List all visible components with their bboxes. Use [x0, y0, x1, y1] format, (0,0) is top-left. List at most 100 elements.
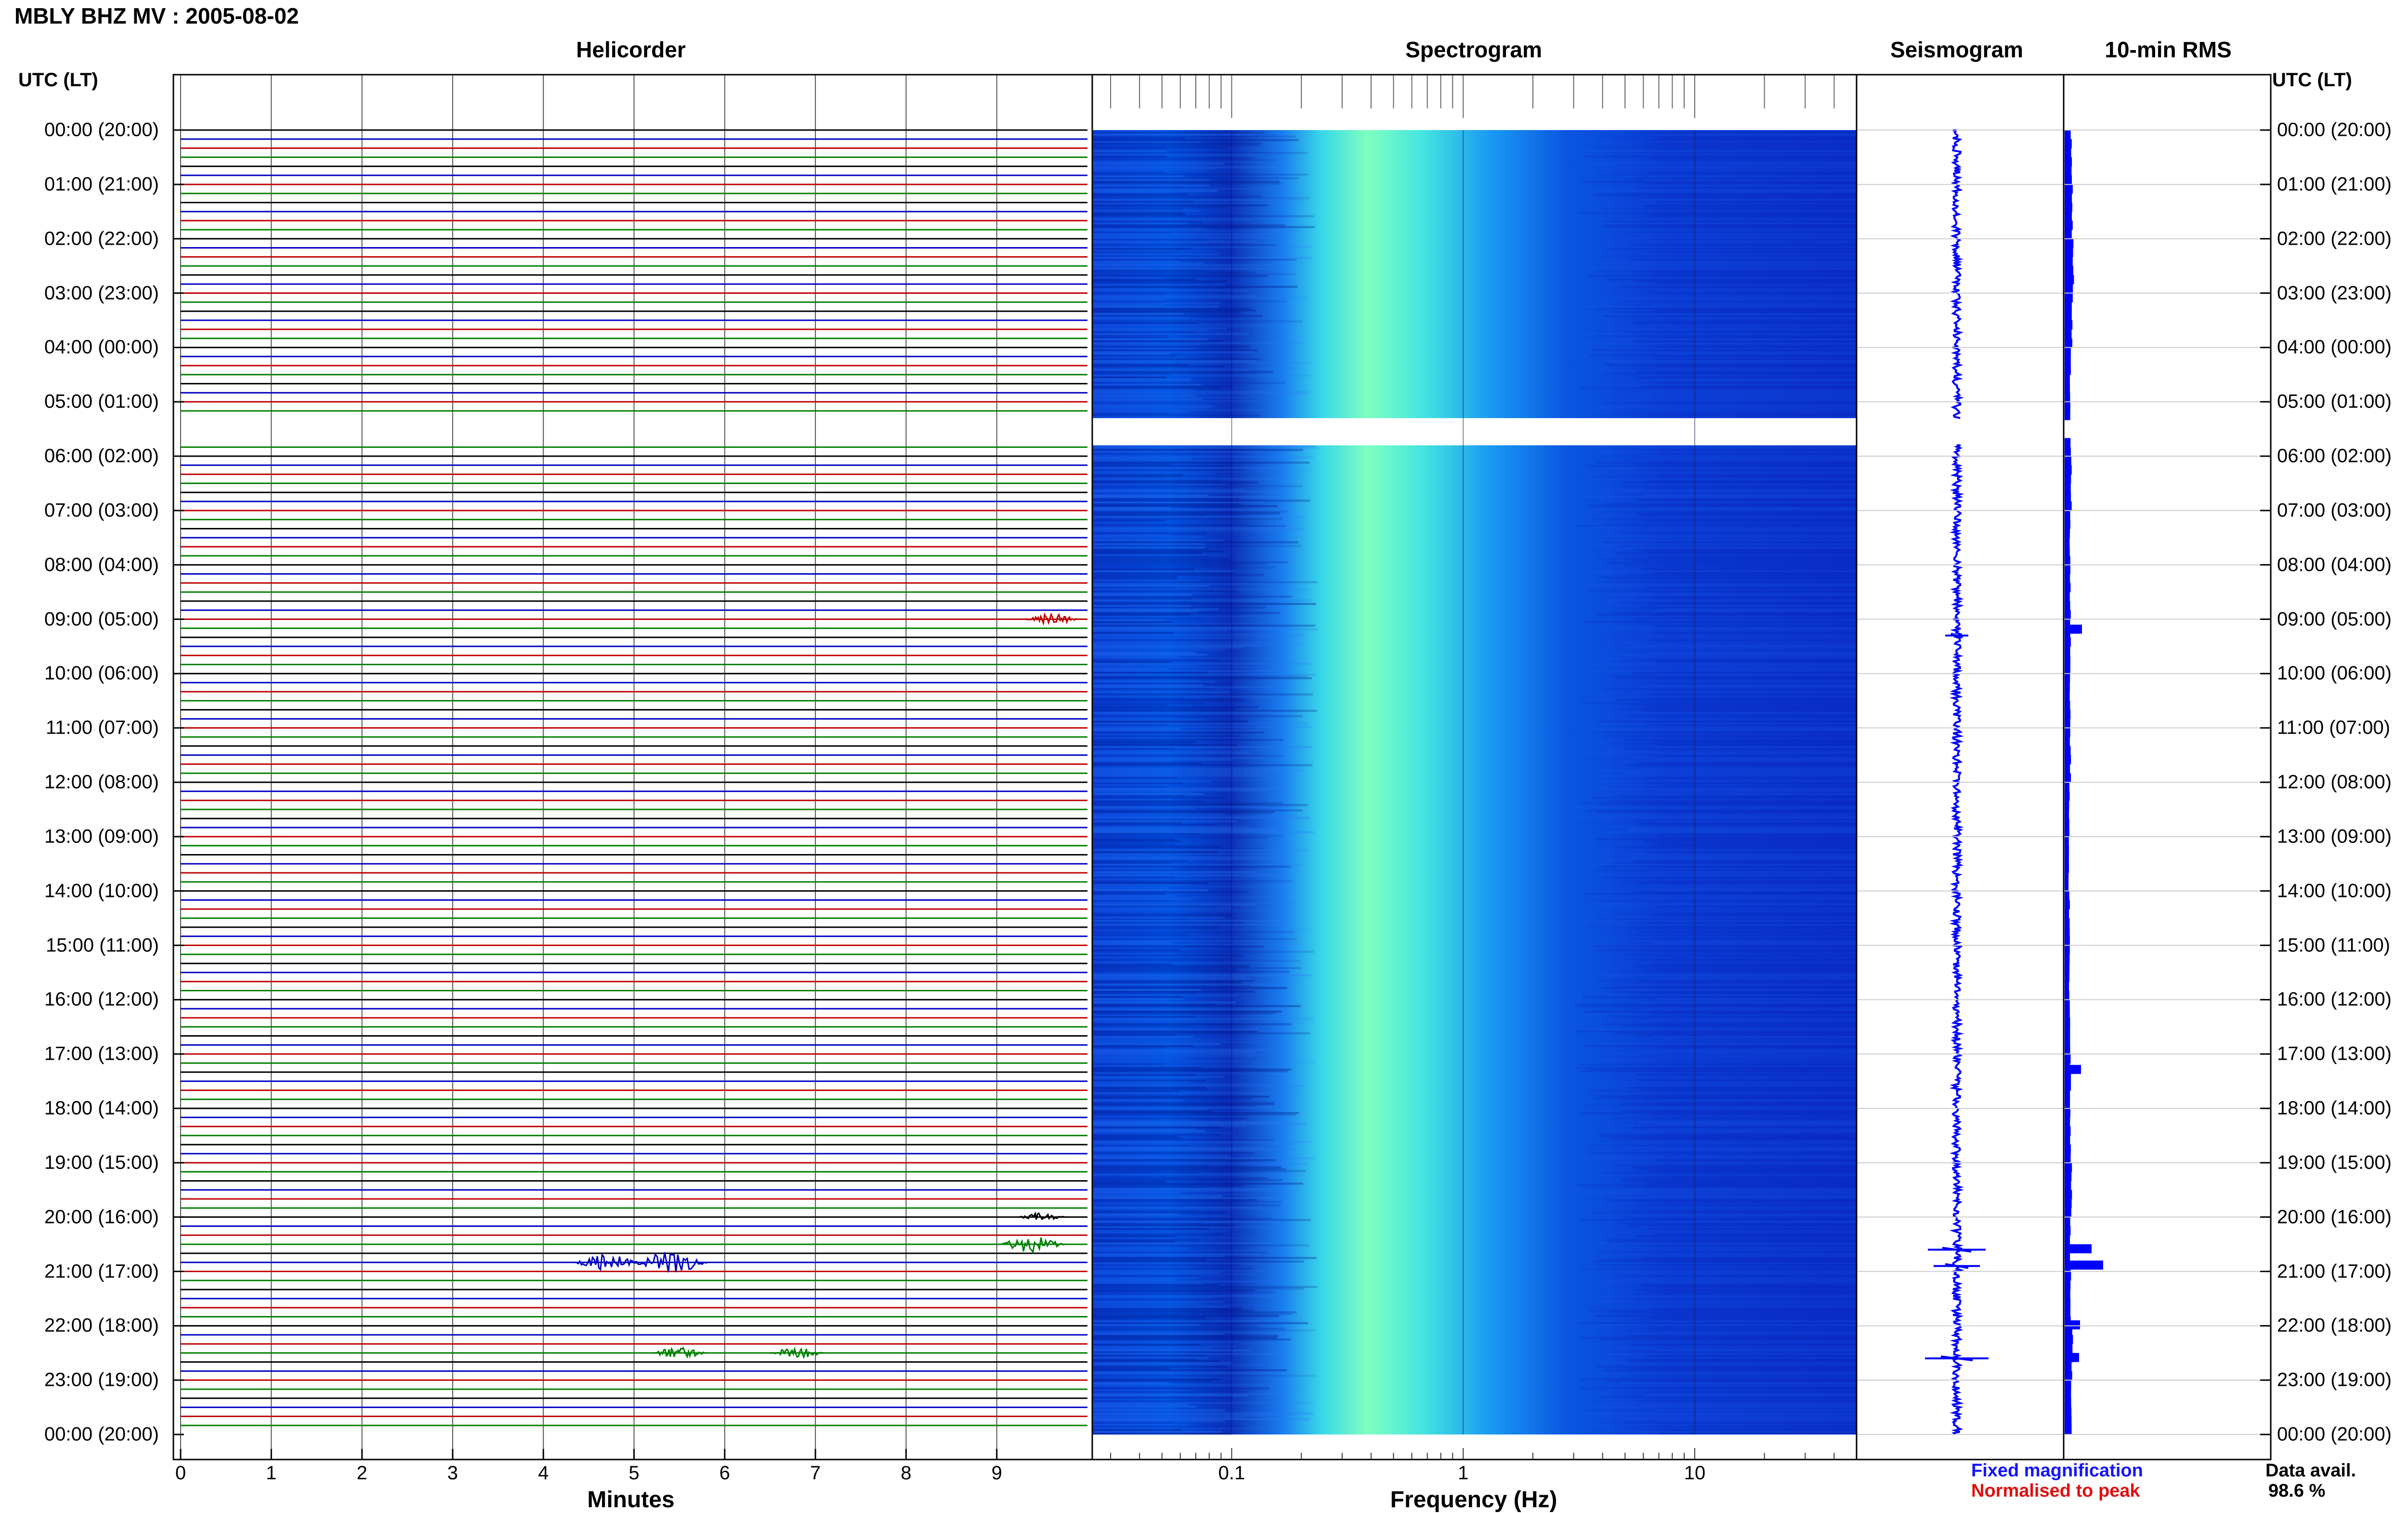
spectrogram-streak — [1641, 1248, 1857, 1250]
spectrogram-streak — [1092, 1228, 1210, 1230]
spectrogram-streak — [1092, 1038, 1267, 1040]
spectrogram-streak — [1092, 526, 1300, 529]
spectrogram-streak — [1092, 911, 1301, 913]
spectrogram-streak — [1601, 876, 1857, 879]
spectrogram-streak — [1092, 1380, 1212, 1382]
spectrogram-streak — [1092, 661, 1172, 663]
spectrogram-streak — [1092, 1112, 1299, 1114]
spectrogram-streak — [1579, 1378, 1857, 1381]
spectrogram-streak — [1092, 947, 1218, 949]
spectrogram-streak — [1092, 608, 1219, 611]
rms-bar — [2065, 1235, 2070, 1245]
spectrogram-streak — [1606, 1353, 1857, 1355]
rms-bar — [2065, 329, 2072, 339]
spectrogram-streak — [1639, 1364, 1857, 1366]
spectrogram-streak — [1092, 514, 1206, 516]
utc-tick-label: 00:00 (20:00) — [44, 119, 159, 141]
spectrogram-streak — [1092, 1400, 1216, 1402]
utc-tick-label: 12:00 (08:00) — [44, 771, 159, 793]
rms-bar — [2065, 782, 2069, 792]
spectrogram-streak — [1092, 481, 1258, 484]
spectrogram-streak — [1657, 448, 1857, 451]
spectrogram-streak — [1092, 898, 1193, 900]
spectrogram-streak — [1092, 349, 1258, 352]
spectrogram-streak — [1092, 778, 1275, 781]
spectrogram-streak — [1584, 907, 1857, 909]
spectrogram-streak — [1600, 1338, 1857, 1341]
spectrogram-streak — [1092, 1221, 1280, 1223]
spectrogram-streak — [1577, 1184, 1857, 1187]
helicorder-frame — [172, 74, 1093, 1460]
spectrogram-streak — [1092, 902, 1297, 904]
spectrogram-streak — [1092, 1137, 1183, 1140]
spectrogram-streak — [1092, 1264, 1240, 1266]
spectrogram-streak — [1583, 471, 1857, 473]
spectrogram-streak — [1613, 862, 1857, 864]
spectrogram-streak — [1092, 1411, 1309, 1413]
spectrogram-streak — [1615, 845, 1857, 848]
spectrogram-streak — [1636, 1305, 1857, 1308]
spectrogram-streak — [1602, 688, 1857, 690]
spectrogram-streak — [1092, 244, 1277, 247]
spectrogram-streak — [1092, 1347, 1212, 1350]
spectrogram-streak — [1092, 987, 1287, 989]
spectrogram-streak — [1092, 143, 1262, 145]
spectrogram-streak — [1589, 670, 1857, 672]
spectrogram-streak — [1631, 645, 1857, 647]
spectrogram-streak — [1092, 1210, 1199, 1212]
spectrogram-streak — [1644, 1393, 1857, 1395]
spectrogram-streak — [1092, 1076, 1224, 1078]
spectrogram-streak — [1626, 729, 1857, 732]
spectrogram-streak — [1636, 960, 1857, 962]
spectrogram-streak — [1594, 1324, 1857, 1326]
rms-bar — [2065, 1154, 2071, 1163]
spectrogram-streak — [1092, 845, 1221, 848]
spectrogram-streak — [1092, 1041, 1298, 1044]
spectrogram-streak — [1092, 1358, 1196, 1361]
spectrogram-streak — [1092, 1295, 1273, 1297]
spectrogram-streak — [1618, 286, 1857, 288]
spectrogram-streak — [1092, 316, 1190, 319]
spectrogram-streak — [1597, 450, 1857, 453]
spectrogram-streak — [1595, 623, 1857, 625]
spectrogram-streak — [1598, 949, 1857, 951]
helicorder-event — [632, 1252, 708, 1273]
spectrogram-streak — [1646, 171, 1857, 174]
spectrogram-streak — [1657, 683, 1857, 685]
spectrogram-streak — [1616, 867, 1857, 870]
spectrogram-streak — [1636, 1235, 1857, 1237]
spectrogram-streak — [1596, 1043, 1857, 1045]
rms-peak-bar — [2065, 1353, 2079, 1362]
spectrogram-streak — [1092, 979, 1254, 982]
spectrogram-streak — [1637, 153, 1857, 156]
spectrogram-streak — [1092, 632, 1174, 634]
spectrogram-streak — [1092, 719, 1205, 721]
spectrogram-streak — [1591, 1186, 1857, 1188]
spectrogram-streak — [1604, 467, 1857, 469]
spectrogram-streak — [1640, 1414, 1857, 1417]
spectrogram-streak — [1642, 235, 1857, 237]
spectrogram-streak — [1092, 880, 1293, 882]
spectrogram-streak — [1092, 1331, 1283, 1333]
spectrogram-streak — [1092, 820, 1238, 823]
spectrogram-streak — [1616, 1269, 1857, 1272]
spectrogram-streak — [1092, 365, 1225, 368]
spectrogram-streak — [1092, 407, 1209, 409]
spectrogram-streak — [1092, 574, 1264, 576]
spectrogram-streak — [1092, 691, 1230, 694]
spectrogram-streak — [1610, 1052, 1857, 1054]
rms-bar — [2065, 773, 2071, 783]
spectrogram-streak — [1092, 1173, 1292, 1176]
helicorder-event — [573, 1253, 639, 1271]
spectrogram-streak — [1622, 1106, 1857, 1109]
spectrogram-streak — [1092, 1262, 1259, 1264]
spectrogram-streak — [1092, 1433, 1232, 1435]
spectrogram-streak — [1637, 1342, 1857, 1344]
utc-tick-label: 18:00 (14:00) — [44, 1097, 159, 1119]
spectrogram-streak — [1646, 521, 1857, 524]
seismogram-trace — [1950, 129, 1964, 419]
spectrogram-streak — [1584, 1026, 1857, 1029]
spectrogram-streak — [1092, 188, 1277, 190]
spectrogram-streak — [1092, 286, 1298, 288]
rms-bar — [2065, 1362, 2072, 1371]
